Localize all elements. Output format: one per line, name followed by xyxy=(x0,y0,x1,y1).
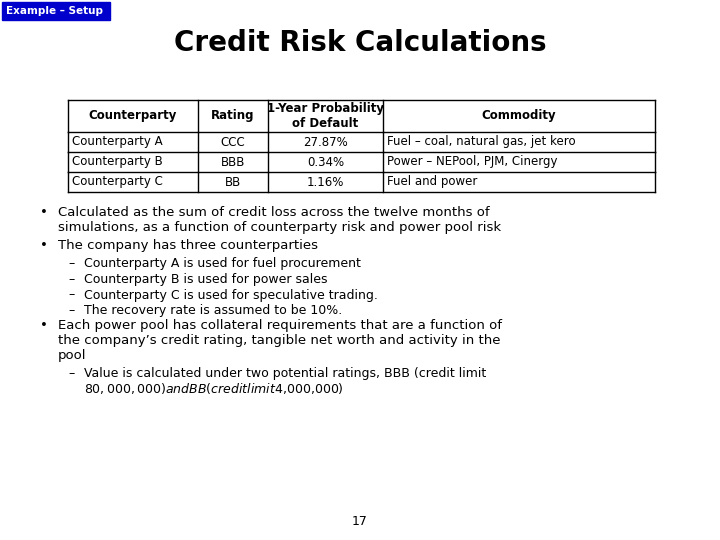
Text: The recovery rate is assumed to be 10%.: The recovery rate is assumed to be 10%. xyxy=(84,304,342,317)
Text: Counterparty A: Counterparty A xyxy=(72,136,163,148)
Text: Fuel – coal, natural gas, jet kero: Fuel – coal, natural gas, jet kero xyxy=(387,136,575,148)
Text: 1.16%: 1.16% xyxy=(307,176,344,188)
Text: 17: 17 xyxy=(352,515,368,528)
Text: •: • xyxy=(40,239,48,252)
Text: Calculated as the sum of credit loss across the twelve months of: Calculated as the sum of credit loss acr… xyxy=(58,206,490,219)
Text: •: • xyxy=(40,320,48,333)
Text: 1-Year Probability
of Default: 1-Year Probability of Default xyxy=(267,102,384,130)
Text: $80,000,000) and BB (credit limit $4,000,000): $80,000,000) and BB (credit limit $4,000… xyxy=(84,381,343,395)
Text: Credit Risk Calculations: Credit Risk Calculations xyxy=(174,29,546,57)
Text: CCC: CCC xyxy=(220,136,246,148)
Text: BB: BB xyxy=(225,176,241,188)
Text: –: – xyxy=(68,304,74,317)
Text: BBB: BBB xyxy=(221,156,246,168)
Text: Each power pool has collateral requirements that are a function of: Each power pool has collateral requireme… xyxy=(58,320,502,333)
Text: 27.87%: 27.87% xyxy=(303,136,348,148)
Text: Power – NEPool, PJM, Cinergy: Power – NEPool, PJM, Cinergy xyxy=(387,156,557,168)
FancyBboxPatch shape xyxy=(2,2,110,20)
Text: •: • xyxy=(40,206,48,219)
Text: Rating: Rating xyxy=(211,110,255,123)
Text: simulations, as a function of counterparty risk and power pool risk: simulations, as a function of counterpar… xyxy=(58,220,501,233)
Text: 0.34%: 0.34% xyxy=(307,156,344,168)
Text: Counterparty A is used for fuel procurement: Counterparty A is used for fuel procurem… xyxy=(84,258,361,271)
Text: pool: pool xyxy=(58,348,86,361)
Text: –: – xyxy=(68,273,74,286)
Text: Fuel and power: Fuel and power xyxy=(387,176,477,188)
Text: Counterparty B: Counterparty B xyxy=(72,156,163,168)
Text: –: – xyxy=(68,367,74,380)
Text: Counterparty B is used for power sales: Counterparty B is used for power sales xyxy=(84,273,328,286)
Text: Counterparty C: Counterparty C xyxy=(72,176,163,188)
Text: Counterparty: Counterparty xyxy=(89,110,177,123)
Text: –: – xyxy=(68,258,74,271)
Text: Example – Setup: Example – Setup xyxy=(6,6,103,16)
Text: The company has three counterparties: The company has three counterparties xyxy=(58,239,318,252)
Text: Value is calculated under two potential ratings, BBB (credit limit: Value is calculated under two potential … xyxy=(84,367,486,380)
Text: Counterparty C is used for speculative trading.: Counterparty C is used for speculative t… xyxy=(84,288,378,301)
Text: the company’s credit rating, tangible net worth and activity in the: the company’s credit rating, tangible ne… xyxy=(58,334,500,347)
Text: –: – xyxy=(68,288,74,301)
Text: Commodity: Commodity xyxy=(482,110,557,123)
